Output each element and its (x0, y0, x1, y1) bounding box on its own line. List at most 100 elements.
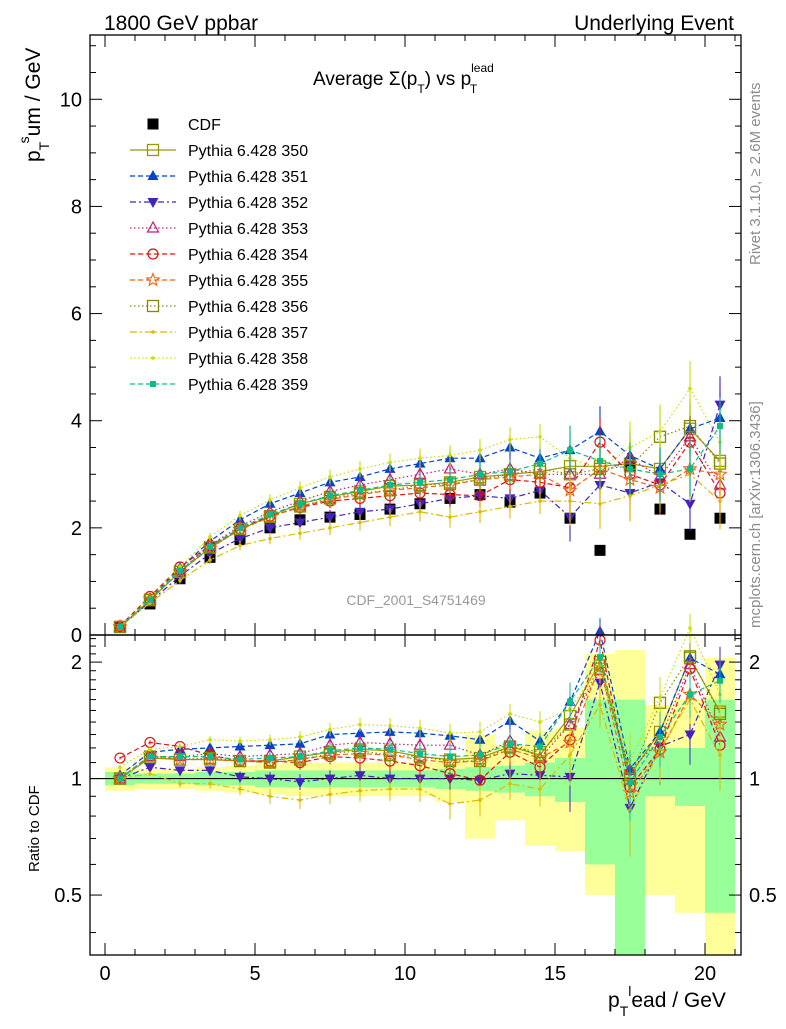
ratio-point (388, 723, 392, 728)
legend-label: Pythia 6.428 358 (188, 351, 308, 368)
ratio-point (418, 787, 422, 791)
ratio-y-tick-label-right: 0.5 (749, 885, 777, 907)
data-point (477, 471, 483, 478)
data-point (237, 524, 243, 531)
legend-label: Pythia 6.428 355 (188, 273, 308, 290)
ratio-point (538, 720, 542, 724)
data-point (297, 500, 303, 507)
y-axis-title-ratio: Ratio to CDF (26, 785, 43, 872)
data-point (507, 468, 513, 475)
ratio-point (294, 777, 306, 788)
y-tick-label: 4 (71, 411, 82, 433)
legend-label: Pythia 6.428 353 (188, 221, 308, 238)
ratio-point (268, 737, 272, 742)
data-point (447, 476, 453, 483)
ratio-point (684, 730, 696, 741)
ratio-point (117, 775, 123, 782)
ratio-point (568, 753, 572, 757)
ratio-point (447, 753, 453, 760)
legend-marker (146, 220, 160, 233)
data-point (387, 482, 393, 488)
data-point (178, 578, 182, 583)
ratio-point (478, 730, 482, 734)
legend-entry-p358: Pythia 6.428 358 (130, 351, 308, 368)
data-point (327, 492, 333, 499)
legend-entry-p351: Pythia 6.428 351 (130, 169, 308, 186)
ratio-point (448, 731, 452, 736)
ratio-point (387, 746, 393, 753)
ratio-y-tick-label-right: 1 (749, 769, 760, 791)
ratio-point (478, 798, 482, 802)
legend-marker (147, 118, 159, 130)
series-line-p357 (119, 473, 721, 628)
legend-entry-p359: Pythia 6.428 359 (130, 377, 308, 394)
ratio-point (268, 794, 272, 799)
ratio-point (118, 765, 122, 770)
legend-marker (151, 356, 155, 360)
data-point (298, 485, 302, 490)
x-tick-label: 5 (249, 963, 260, 985)
data-point (267, 511, 273, 518)
ratio-point (597, 654, 603, 661)
ratio-point (508, 712, 512, 716)
legend-label: Pythia 6.428 356 (188, 299, 308, 316)
ratio-point (267, 755, 273, 762)
ratio-point (114, 752, 126, 764)
ratio-y-tick-label: 0.5 (54, 885, 82, 907)
ratio-point (328, 792, 332, 797)
ratio-point (202, 751, 218, 767)
legend-label: Pythia 6.428 352 (188, 195, 308, 212)
data-point (478, 448, 482, 452)
ratio-point (354, 771, 366, 782)
legend-label: Pythia 6.428 350 (188, 143, 308, 160)
data-point (113, 620, 127, 634)
x-tick-label: 10 (394, 963, 416, 985)
data-point (598, 501, 602, 506)
ratio-point (178, 744, 182, 749)
ratio-point (208, 737, 212, 742)
ratio-y-tick-label: 2 (71, 652, 82, 674)
ratio-point (627, 778, 633, 785)
ratio-point (144, 763, 156, 774)
legend-label: Pythia 6.428 359 (188, 377, 308, 394)
data-point (294, 518, 306, 529)
data-point (238, 543, 242, 548)
ratio-point (538, 787, 542, 791)
ratio-point (148, 771, 152, 776)
data-point (657, 471, 663, 478)
data-point (418, 456, 422, 461)
ratio-point (683, 650, 697, 663)
data-point (358, 467, 362, 471)
ratio-point (477, 752, 483, 759)
data-point (357, 487, 363, 494)
data-point (203, 540, 217, 554)
ratio-frame (89, 634, 742, 956)
ratio-point (448, 802, 452, 806)
series-p359 (117, 397, 723, 630)
svg-text:pTsum / GeV: pTsum / GeV (16, 48, 52, 162)
ratio-point (113, 772, 127, 785)
data-point (508, 437, 512, 442)
rivet-label: Rivet 3.1.10, ≥ 2.6M events (747, 83, 764, 266)
ratio-point (174, 766, 186, 777)
ratio-point (537, 743, 543, 750)
data-point (684, 499, 696, 510)
data-point (597, 457, 603, 464)
ratio-point (718, 753, 722, 757)
data-point (418, 509, 422, 514)
data-point (298, 531, 302, 536)
legend-entry-p353: Pythia 6.428 353 (130, 220, 308, 238)
y-axis-title-main: pTsum / GeV (16, 48, 52, 162)
ratio-line-p351 (119, 629, 721, 776)
data-point (718, 499, 722, 503)
series-line-p359 (119, 425, 721, 628)
main-panel: 0 2 4 6 8 10 (60, 34, 742, 647)
data-point (478, 509, 482, 514)
data-point (208, 558, 212, 562)
data-point (627, 465, 633, 472)
data-point (537, 460, 543, 467)
ratio-series-p359 (117, 641, 723, 821)
legend-label: Pythia 6.428 357 (188, 325, 308, 342)
ratio-point (237, 756, 243, 763)
